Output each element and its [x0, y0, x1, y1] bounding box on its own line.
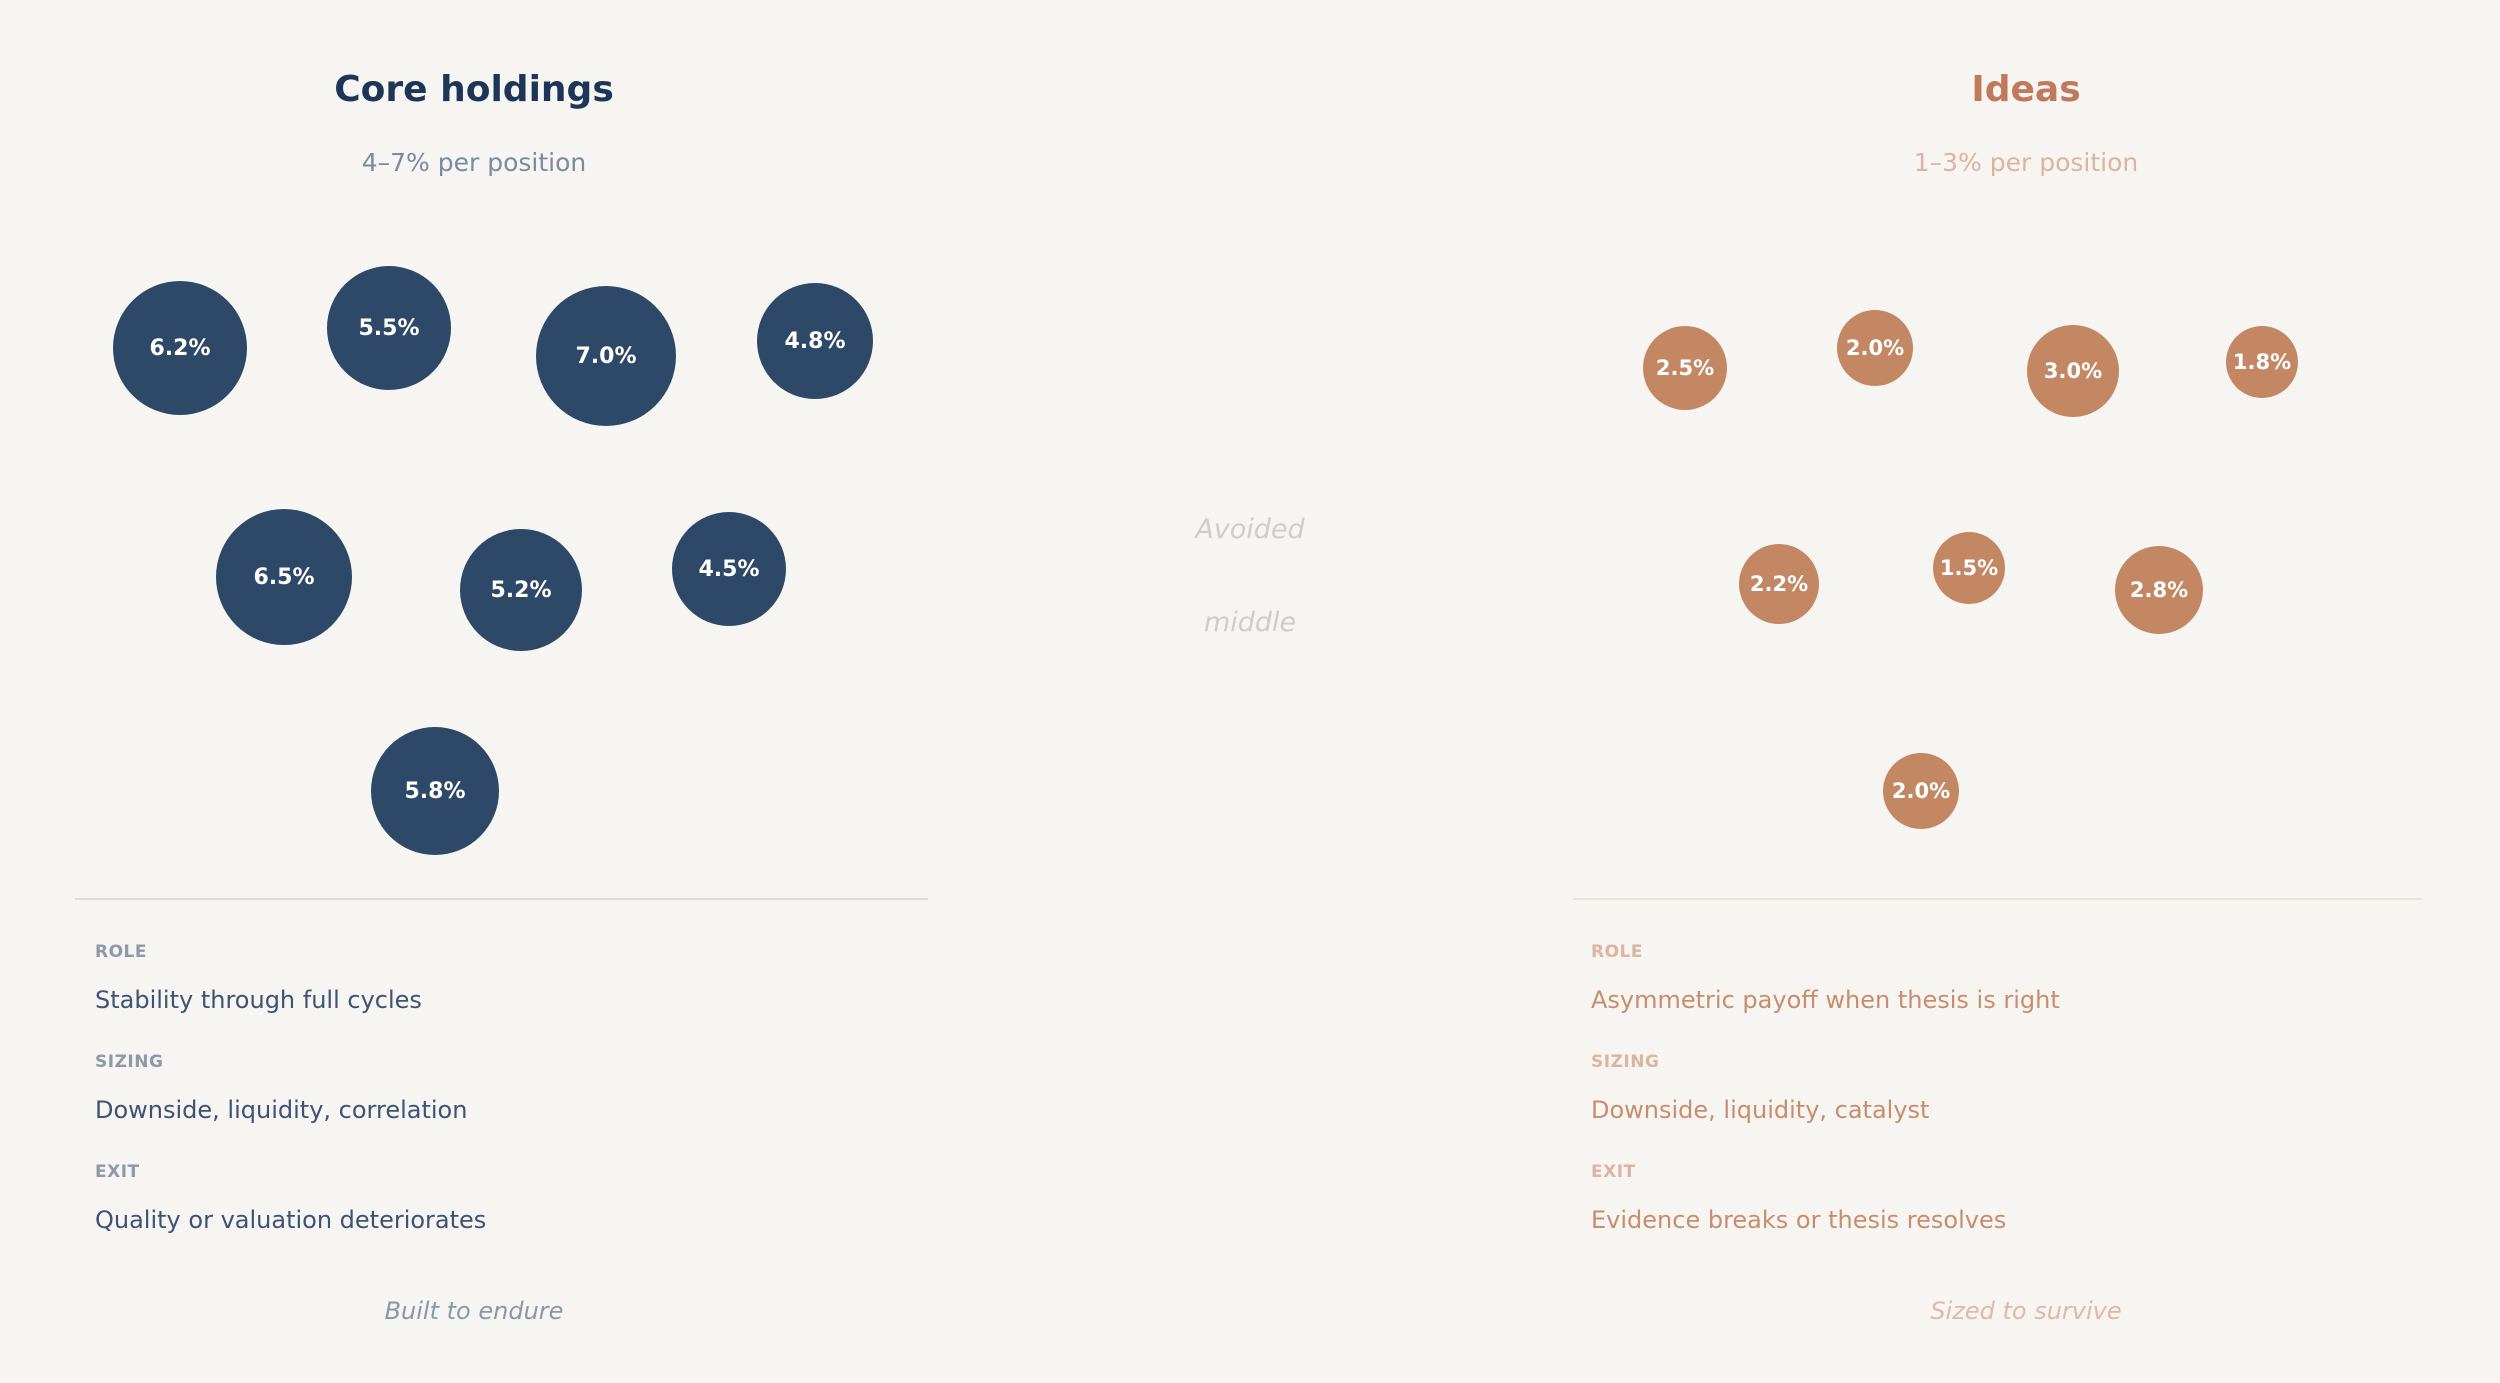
core-bubble: 5.2%	[460, 529, 582, 651]
core-bubble: 5.5%	[327, 266, 451, 390]
ideas-sizing-value: Downside, liquidity, catalyst	[1591, 1096, 1930, 1124]
core-role-label: ROLE	[95, 942, 147, 962]
core-bubble: 4.5%	[672, 512, 786, 626]
ideas-bubble: 1.8%	[2226, 326, 2298, 398]
core-sizing-value: Downside, liquidity, correlation	[95, 1096, 468, 1124]
middle-line-1: Avoided	[1195, 514, 1305, 545]
core-role-value: Stability through full cycles	[95, 986, 422, 1014]
ideas-exit-value: Evidence breaks or thesis resolves	[1591, 1206, 2007, 1234]
core-title: Core holdings	[334, 69, 614, 110]
ideas-bubble: 1.5%	[1933, 532, 2005, 604]
ideas-sizing-label: SIZING	[1591, 1052, 1660, 1072]
ideas-divider	[1573, 898, 2423, 900]
core-subtitle: 4–7% per position	[361, 148, 587, 177]
core-bubble: 6.2%	[113, 281, 247, 415]
core-sizing-label: SIZING	[95, 1052, 164, 1072]
ideas-bubble: 2.0%	[1837, 310, 1913, 386]
core-bubble: 5.8%	[371, 727, 499, 855]
middle-line-2: middle	[1203, 607, 1297, 638]
core-divider	[75, 898, 928, 900]
ideas-bubble: 2.8%	[2115, 546, 2203, 634]
ideas-role-value: Asymmetric payoff when thesis is right	[1591, 986, 2060, 1014]
core-bubble: 7.0%	[536, 286, 676, 426]
core-bubble: 4.8%	[757, 283, 873, 399]
ideas-bubble: 3.0%	[2027, 325, 2119, 417]
ideas-exit-label: EXIT	[1591, 1162, 1636, 1182]
core-bubble: 6.5%	[216, 509, 352, 645]
ideas-bubble: 2.5%	[1643, 326, 1727, 410]
ideas-title: Ideas	[1971, 69, 2081, 110]
core-exit-label: EXIT	[95, 1162, 140, 1182]
ideas-footer: Sized to survive	[1930, 1297, 2122, 1325]
core-exit-value: Quality or valuation deteriorates	[95, 1206, 487, 1234]
ideas-subtitle: 1–3% per position	[1913, 148, 2139, 177]
core-footer: Built to endure	[384, 1297, 564, 1325]
ideas-bubble: 2.2%	[1739, 544, 1819, 624]
ideas-bubble: 2.0%	[1883, 753, 1959, 829]
ideas-role-label: ROLE	[1591, 942, 1643, 962]
